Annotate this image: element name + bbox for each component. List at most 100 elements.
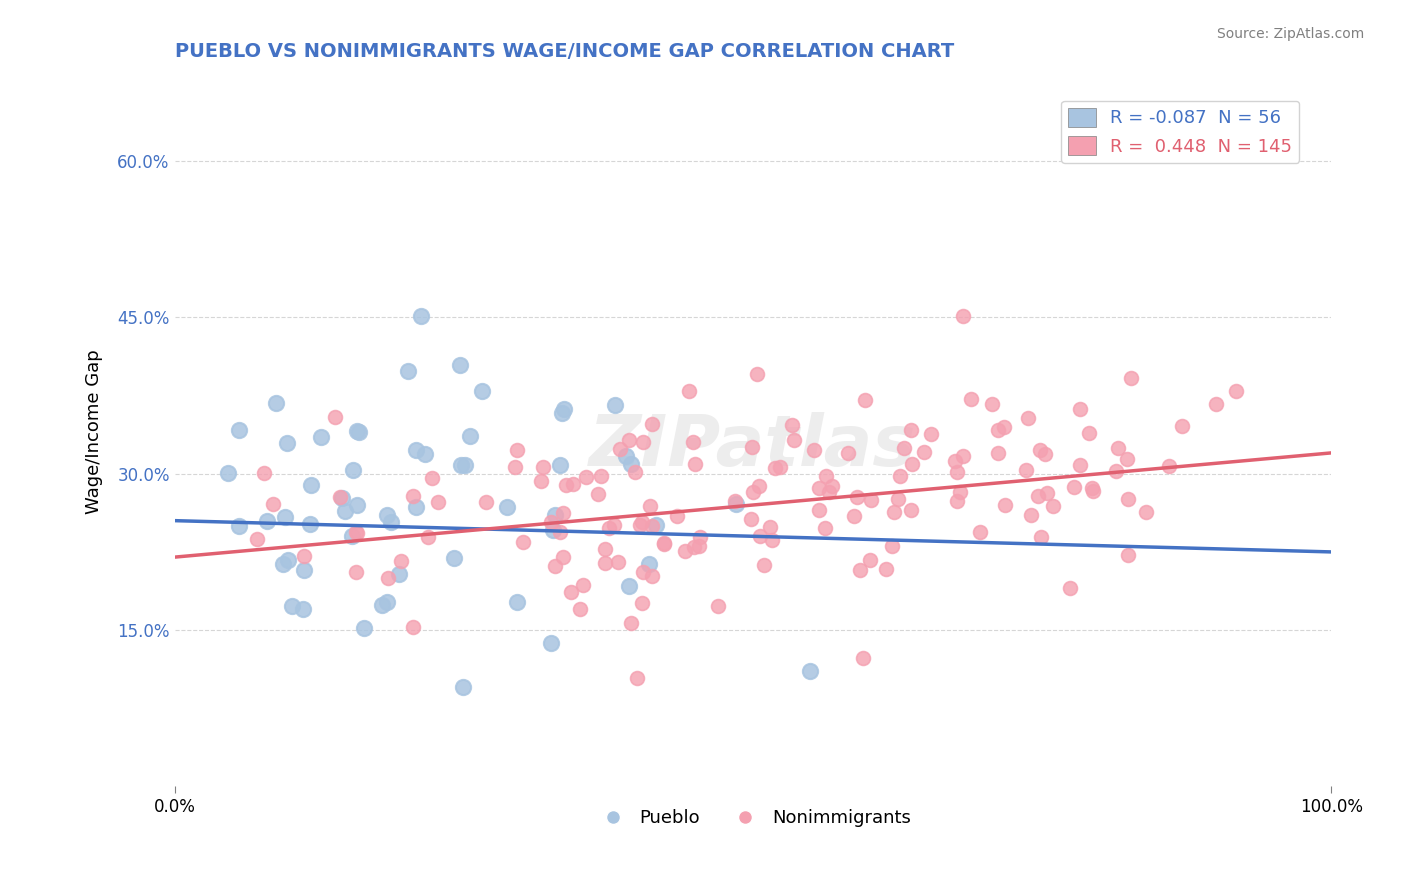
Point xyxy=(555,478,578,492)
Point xyxy=(707,599,730,613)
Point xyxy=(1077,425,1099,440)
Point xyxy=(689,530,711,544)
Point xyxy=(346,424,368,438)
Point xyxy=(821,479,844,493)
Point xyxy=(952,449,974,463)
Point xyxy=(808,502,831,516)
Point xyxy=(1116,548,1139,562)
Point xyxy=(883,504,905,518)
Point xyxy=(1029,443,1052,458)
Point xyxy=(575,470,598,484)
Point xyxy=(682,434,704,449)
Point xyxy=(652,535,675,549)
Point xyxy=(1069,458,1091,472)
Point xyxy=(969,525,991,540)
Point xyxy=(405,442,427,457)
Point xyxy=(1171,419,1194,434)
Point xyxy=(342,463,364,477)
Point xyxy=(630,596,652,610)
Point xyxy=(217,467,239,481)
Point xyxy=(262,497,284,511)
Point xyxy=(550,525,572,540)
Point xyxy=(946,465,969,479)
Point xyxy=(228,519,250,533)
Point xyxy=(427,495,450,509)
Point xyxy=(818,485,841,500)
Point xyxy=(673,543,696,558)
Point xyxy=(880,539,903,553)
Point xyxy=(506,594,529,608)
Point xyxy=(745,367,768,381)
Point xyxy=(551,550,574,565)
Point xyxy=(402,489,425,503)
Point xyxy=(900,503,922,517)
Point xyxy=(724,494,747,508)
Point xyxy=(617,579,640,593)
Point xyxy=(607,555,630,569)
Point xyxy=(609,442,631,456)
Point xyxy=(388,567,411,582)
Point xyxy=(471,384,494,398)
Point xyxy=(291,602,314,616)
Point xyxy=(1116,491,1139,506)
Point xyxy=(763,461,786,475)
Point xyxy=(631,565,654,579)
Point xyxy=(920,426,942,441)
Point xyxy=(543,558,565,573)
Point xyxy=(620,616,643,631)
Point xyxy=(799,664,821,678)
Point xyxy=(325,410,347,425)
Point xyxy=(852,650,875,665)
Point xyxy=(624,465,647,479)
Legend: Pueblo, Nonimmigrants: Pueblo, Nonimmigrants xyxy=(588,802,918,834)
Point xyxy=(844,509,866,524)
Point xyxy=(371,599,394,613)
Point xyxy=(593,556,616,570)
Point xyxy=(276,436,298,450)
Point xyxy=(443,550,465,565)
Point xyxy=(450,458,472,473)
Point xyxy=(292,549,315,563)
Point xyxy=(344,525,367,540)
Point xyxy=(912,445,935,459)
Point xyxy=(1042,499,1064,513)
Point xyxy=(683,457,706,471)
Point xyxy=(256,514,278,528)
Point xyxy=(1105,464,1128,478)
Point xyxy=(277,553,299,567)
Point xyxy=(347,425,370,439)
Y-axis label: Wage/Income Gap: Wage/Income Gap xyxy=(86,350,103,515)
Point xyxy=(274,509,297,524)
Point xyxy=(759,520,782,534)
Point xyxy=(981,397,1004,411)
Point xyxy=(626,671,648,685)
Point xyxy=(418,530,440,544)
Point xyxy=(346,498,368,512)
Point xyxy=(1029,530,1052,544)
Point xyxy=(748,529,770,543)
Point xyxy=(413,447,436,461)
Point xyxy=(591,468,613,483)
Point xyxy=(837,445,859,459)
Text: PUEBLO VS NONIMMIGRANTS WAGE/INCOME GAP CORRELATION CHART: PUEBLO VS NONIMMIGRANTS WAGE/INCOME GAP … xyxy=(174,42,953,61)
Point xyxy=(605,398,627,412)
Point xyxy=(1069,401,1091,416)
Point xyxy=(993,420,1015,434)
Text: ZIPatlas: ZIPatlas xyxy=(589,412,917,481)
Point xyxy=(544,508,567,523)
Point xyxy=(987,423,1010,437)
Point xyxy=(859,553,882,567)
Point xyxy=(617,433,640,447)
Point xyxy=(572,578,595,592)
Point xyxy=(562,477,585,491)
Point xyxy=(449,358,471,372)
Point xyxy=(496,500,519,514)
Point xyxy=(641,417,664,431)
Point xyxy=(506,443,529,458)
Text: Source: ZipAtlas.com: Source: ZipAtlas.com xyxy=(1216,27,1364,41)
Point xyxy=(346,526,368,541)
Point xyxy=(560,584,582,599)
Point xyxy=(409,309,432,323)
Point xyxy=(853,392,876,407)
Point xyxy=(342,529,364,543)
